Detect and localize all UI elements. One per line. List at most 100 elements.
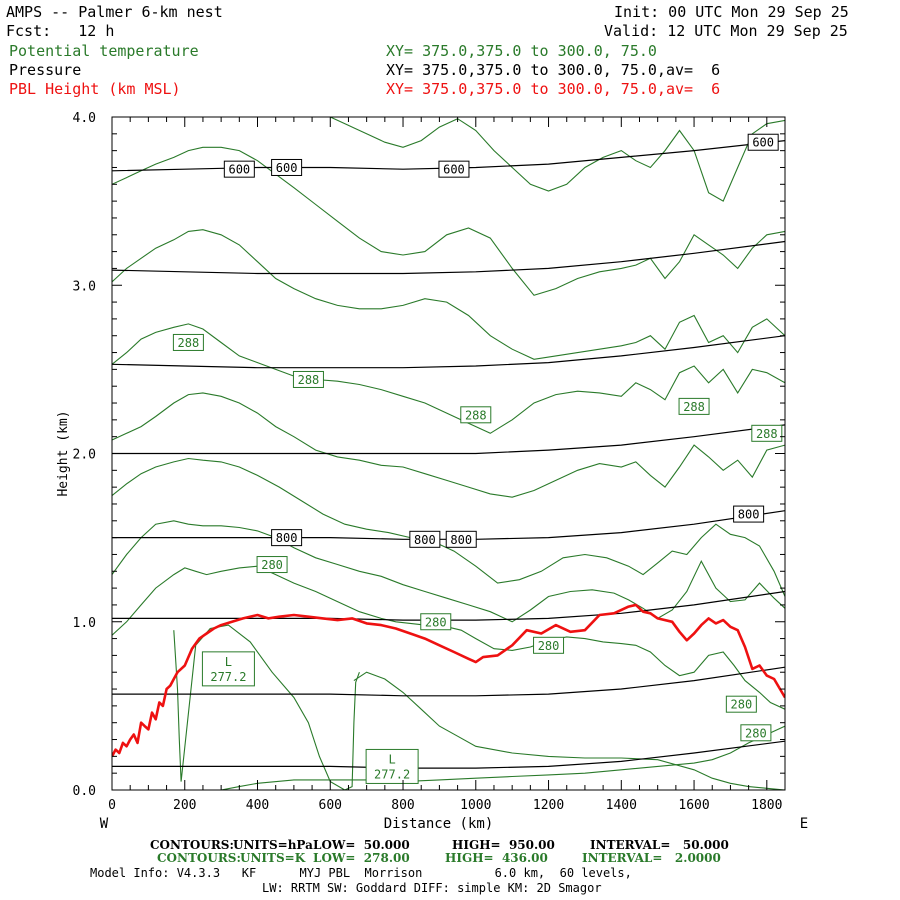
west-end-label: W [100, 816, 109, 832]
contour-label-box [740, 724, 772, 742]
x-tick-label-600: 600 [319, 798, 342, 813]
contour-label-box [445, 530, 477, 548]
extremum-value-277.2: 277.2 [210, 670, 246, 684]
contour-label-288: 288 [465, 408, 487, 422]
legend-theta-xy: XY= 375.0,375.0 to 300.0, 75.0 [386, 42, 657, 60]
theta-contours-low: LOW= 278.00 [313, 851, 410, 865]
contour-label-box [256, 556, 288, 574]
pbl-height-series [112, 603, 785, 758]
theta-contour-theta-284 [112, 457, 785, 597]
extremum-marker-L: L [388, 752, 395, 766]
theta-contour-theta-286 [112, 392, 785, 498]
theta-contours-interval: INTERVAL= 2.0000 [582, 851, 721, 865]
contour-label-600: 600 [276, 161, 298, 175]
theta-contour-theta-280-upper [112, 565, 785, 710]
contour-labels: 600 600 600 600 800 800 800 800 288 288 288 288 288 2… [172, 133, 783, 784]
contour-label-280: 280 [425, 615, 447, 629]
theta-contours [112, 117, 785, 790]
x-axis-title: Distance (km) [384, 816, 494, 832]
contour-label-box [460, 406, 492, 424]
pressure-contour-950-hPa [112, 740, 785, 769]
contour-label-box [223, 160, 255, 178]
legend-pressure-label: Pressure [9, 61, 82, 79]
extremum-value-277.2: 277.2 [374, 767, 410, 781]
init-time: Init: 00 UTC Mon 29 Sep 25 [614, 3, 849, 21]
contour-label-box [733, 505, 765, 523]
model-info-line1: Model Info: V4.3.3 KF MYJ PBL Morrison 6… [90, 866, 632, 880]
pressure-contours-interval: INTERVAL= 50.000 [590, 838, 729, 852]
plot-title: AMPS -- Palmer 6-km nest [6, 3, 223, 21]
extremum-label-box [201, 651, 255, 687]
legend-theta-label: Potential temperature [9, 42, 199, 60]
contour-label-box [725, 695, 757, 713]
contour-label-600: 600 [443, 163, 465, 177]
contour-label-box [751, 424, 783, 442]
x-tick-label-1000: 1000 [460, 798, 491, 813]
legend-pbl-label: PBL Height (km MSL) [9, 80, 181, 98]
contour-label-box [271, 529, 303, 547]
contour-label-288: 288 [683, 400, 705, 414]
theta-contours-units: UNITS=K [240, 851, 306, 865]
contour-label-box [409, 530, 441, 548]
theta-contours-high: HIGH= 436.00 [445, 851, 548, 865]
contour-label-280: 280 [538, 639, 560, 653]
contour-label-288: 288 [178, 336, 200, 350]
theta-contour-theta-278 [173, 624, 360, 790]
contour-label-280: 280 [261, 558, 283, 572]
theta-contour-theta-280-lower [353, 671, 785, 790]
pressure-contour-650-hPa [112, 240, 785, 275]
x-tick-label-1400: 1400 [606, 798, 637, 813]
valid-time: Valid: 12 UTC Mon 29 Sep 25 [604, 22, 848, 40]
contour-label-box [271, 158, 303, 176]
contour-label-800: 800 [276, 531, 298, 545]
contour-label-box [292, 370, 324, 388]
model-info-line2: LW: RRTM SW: Goddard DIFF: simple KM: 2D… [262, 881, 602, 895]
legend-pressure-xy: XY= 375.0,375.0 to 300.0, 75.0,av= 6 [386, 61, 721, 79]
contour-label-800: 800 [414, 533, 436, 547]
y-tick-label-1.0: 1.0 [73, 616, 96, 631]
contour-label-box [172, 333, 204, 351]
extremum-marker-L: L [225, 655, 232, 669]
pressure-contours-high: HIGH= 950.00 [452, 838, 555, 852]
extremum-label-box [365, 748, 419, 784]
x-tick-label-1200: 1200 [533, 798, 564, 813]
theta-contour-theta-290 [112, 229, 785, 360]
pressure-contour-700-hPa [112, 335, 785, 369]
y-axis-title: Height (km) [56, 410, 71, 496]
contour-label-box [678, 397, 710, 415]
x-tick-label-200: 200 [173, 798, 196, 813]
contour-label-288: 288 [756, 427, 778, 441]
contour-label-288: 288 [298, 373, 320, 387]
contour-label-600: 600 [228, 163, 250, 177]
contour-label-280: 280 [745, 726, 767, 740]
theta-contour-theta-294 [330, 117, 785, 202]
theta-contour-theta-282 [112, 520, 785, 623]
contour-label-box [438, 160, 470, 178]
x-tick-label-400: 400 [246, 798, 269, 813]
plot-axes: 0 200 400 600 800 1000 1200 1400 1600 1800 0.0 1.0 2… [56, 111, 808, 832]
contour-label-800: 800 [738, 508, 760, 522]
theta-contour-theta-280-a [112, 725, 785, 790]
pressure-contour-900-hPa [112, 666, 785, 697]
forecast-hour: Fcst: 12 h [6, 22, 115, 40]
theta-contour-theta-288 [112, 323, 785, 434]
pbl-height-line [112, 603, 785, 758]
legend-pbl-xy: XY= 375.0,375.0 to 300.0, 75.0,av= 6 [386, 80, 721, 98]
pressure-contour-750-hPa [112, 424, 785, 455]
theta-contours-label: CONTOURS: [157, 851, 241, 865]
contour-label-box [747, 133, 779, 151]
pressure-contours-low: LOW= 50.000 [313, 838, 410, 852]
x-tick-label-800: 800 [391, 798, 414, 813]
east-end-label: E [800, 816, 808, 832]
pressure-contours-label: CONTOURS: [150, 838, 234, 852]
contour-label-600: 600 [752, 136, 774, 150]
y-tick-label-3.0: 3.0 [73, 279, 96, 294]
x-tick-label-1600: 1600 [678, 798, 709, 813]
x-tick-label-0: 0 [108, 798, 116, 813]
y-tick-label-2.0: 2.0 [73, 448, 96, 463]
contour-label-box [533, 636, 565, 654]
theta-contour-theta-292 [112, 146, 785, 296]
y-tick-label-0.0: 0.0 [73, 784, 96, 799]
pressure-contours-units: UNITS=hPa [233, 838, 313, 852]
